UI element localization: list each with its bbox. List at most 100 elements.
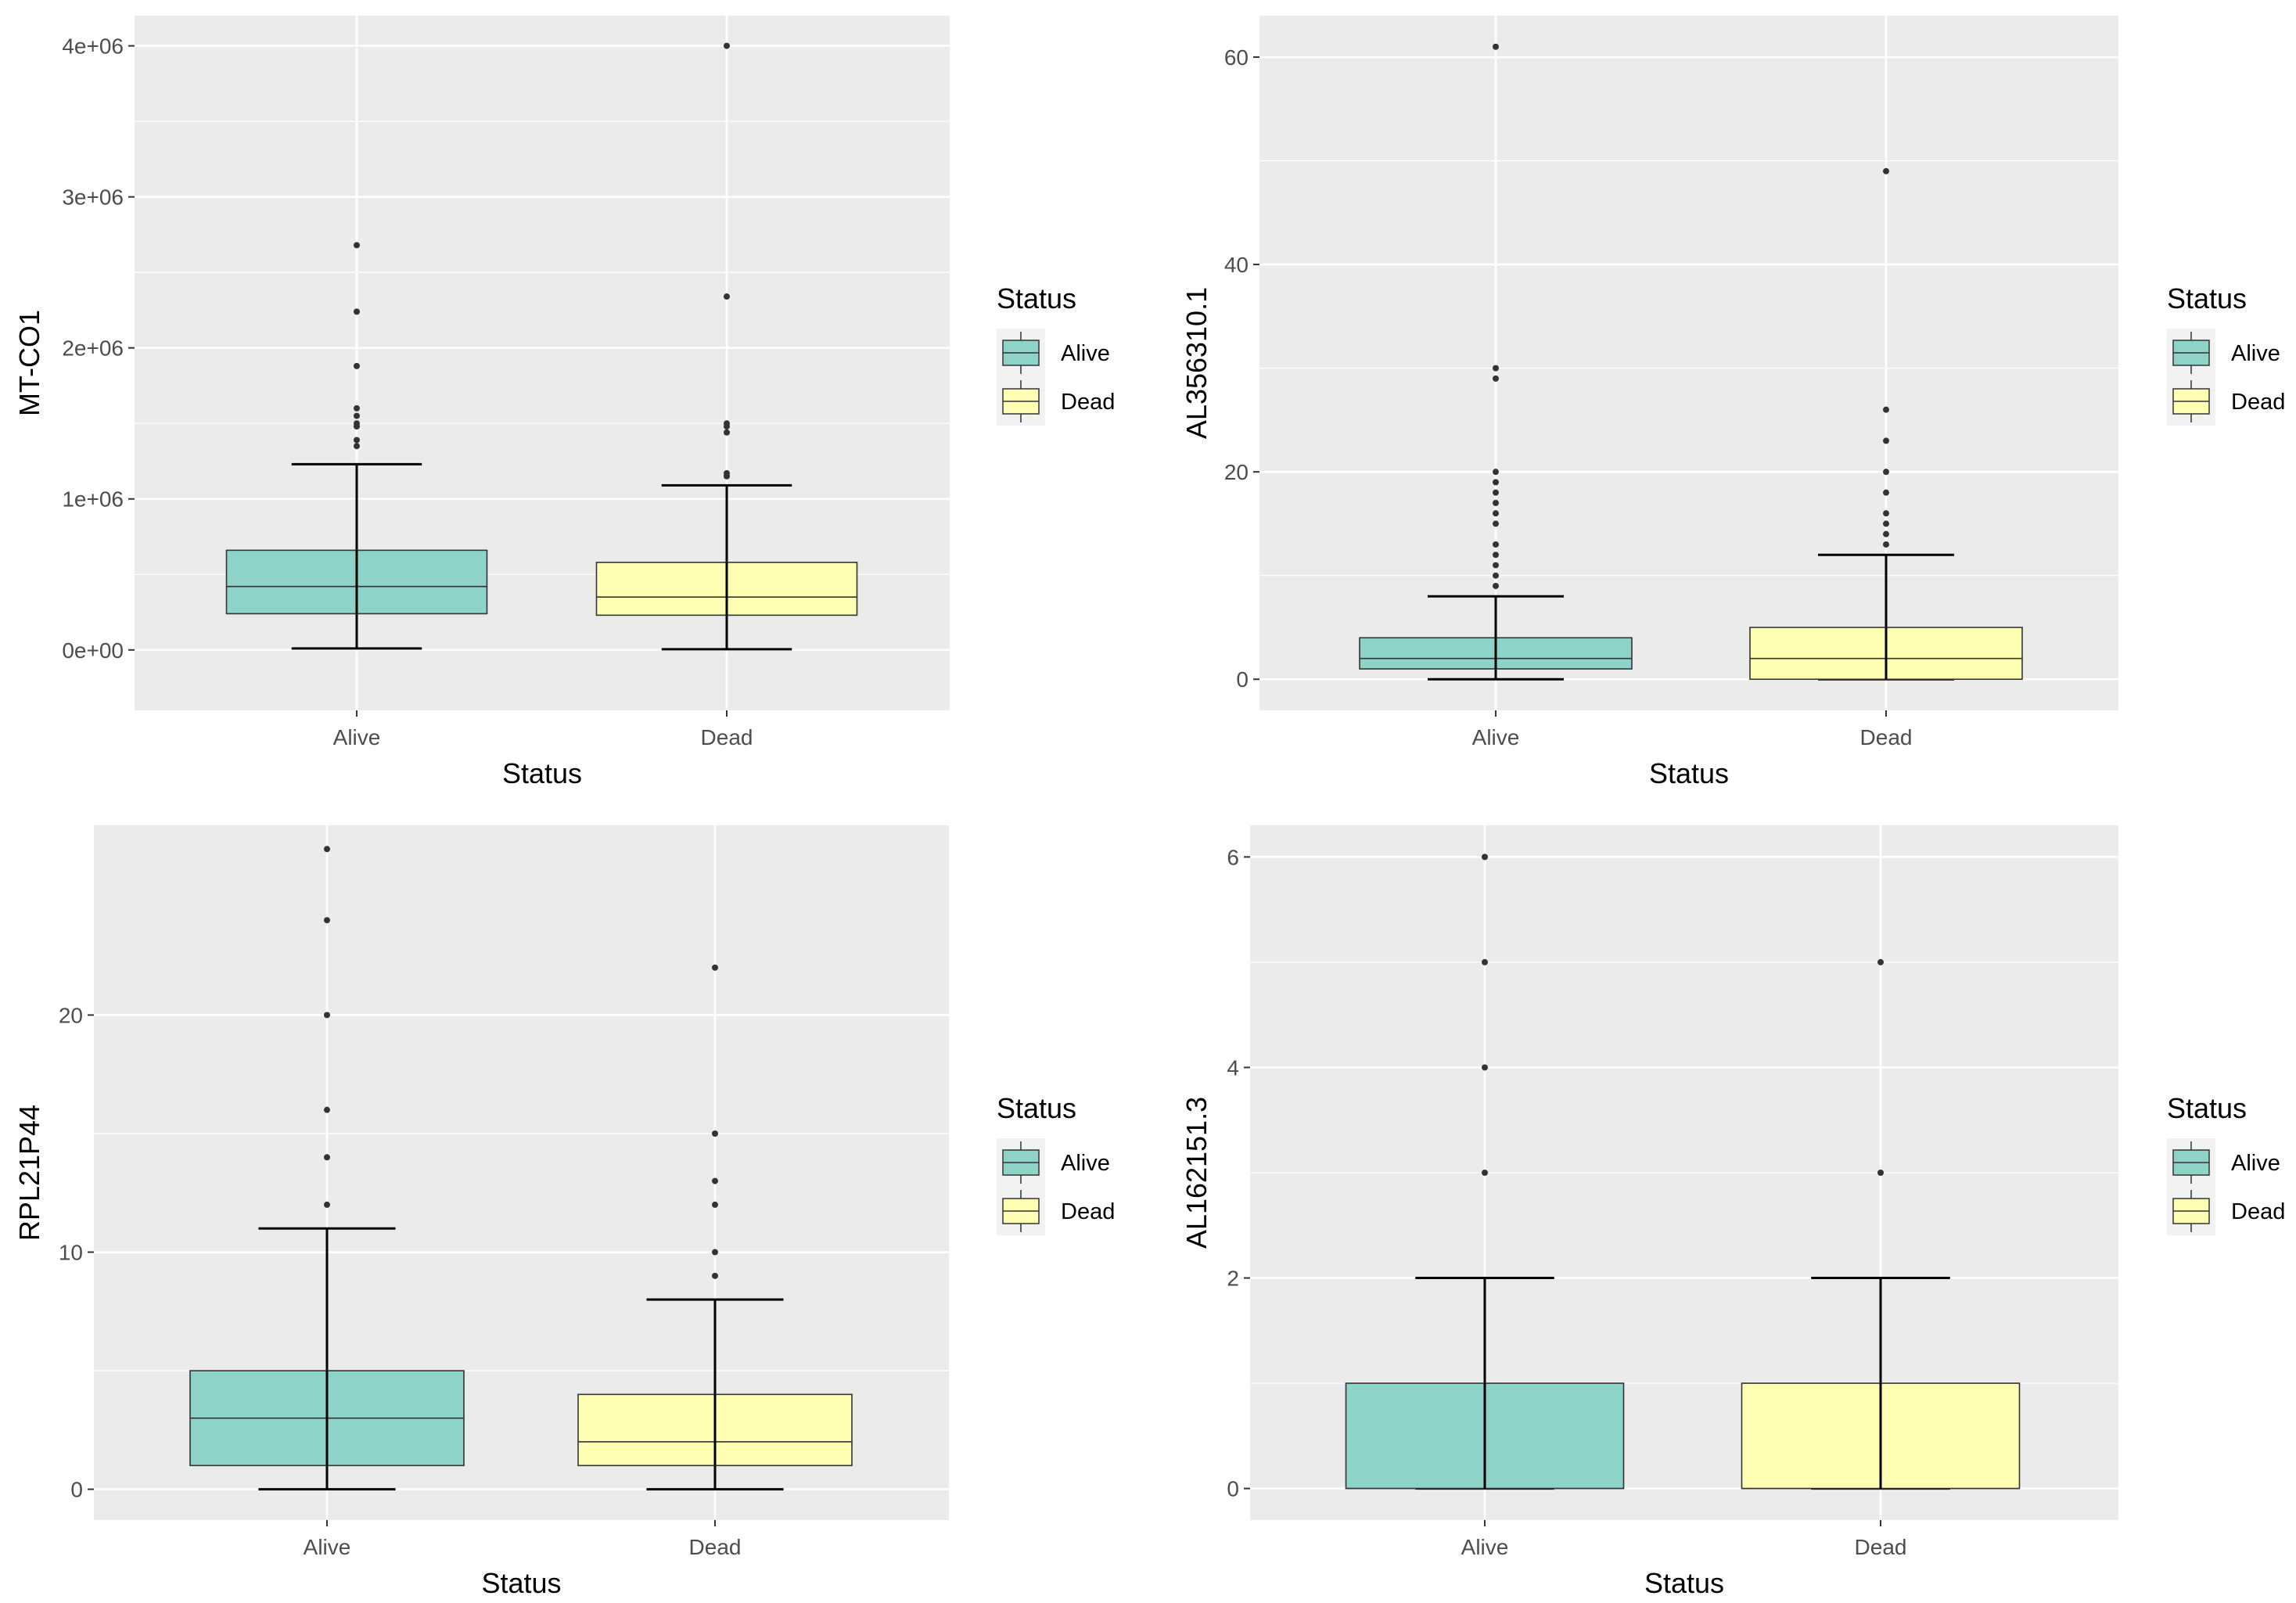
outlier-point [712, 1272, 718, 1279]
outlier-point [1493, 520, 1499, 527]
x-tick-label: Dead [1860, 725, 1913, 749]
outlier-point [1493, 572, 1499, 579]
y-tick-label: 0e+00 [62, 638, 124, 663]
y-tick-label: 6 [1227, 845, 1239, 869]
outlier-point [1482, 1170, 1488, 1176]
legend-title: Status [2167, 282, 2247, 314]
x-axis-title: Status [502, 757, 582, 789]
outlier-point [724, 293, 730, 300]
legend-label: Dead [2231, 1199, 2285, 1224]
y-tick-label: 20 [59, 1003, 83, 1027]
box-dead [1741, 958, 2021, 1490]
y-axis-title: AL162151.3 [1180, 1097, 1213, 1249]
legend-title: Status [2167, 1092, 2247, 1124]
box-dead [595, 42, 858, 651]
legend-label: Alive [1061, 1151, 1110, 1176]
box-dead [1749, 167, 2023, 681]
y-tick-label: 0 [70, 1478, 83, 1502]
chart-panel-2: 0 20 40 60 Alive Dead Status AL356310.1 Status Al… [1180, 16, 2285, 789]
y-tick-label: 3e+06 [62, 185, 124, 210]
outlier-point [1883, 530, 1889, 537]
outlier-point [324, 1106, 330, 1113]
box-alive [225, 242, 488, 650]
outlier-point [712, 1249, 718, 1256]
x-axis-title: Status [1644, 1567, 1724, 1599]
y-axis-title: AL356310.1 [1180, 287, 1213, 439]
outlier-point [354, 404, 360, 412]
outlier-point [1493, 541, 1499, 548]
outlier-point [712, 1130, 718, 1137]
legend: Status Alive Dead [997, 1092, 1115, 1235]
outlier-point [1493, 552, 1499, 559]
outlier-point [324, 1012, 330, 1019]
y-tick-label: 1e+06 [62, 487, 124, 512]
x-tick-label: Dead [1855, 1535, 1907, 1559]
legend-label: Dead [2231, 390, 2285, 415]
outlier-point [1883, 541, 1889, 548]
x-tick-label: Alive [304, 1535, 351, 1559]
outlier-point [1482, 1064, 1488, 1071]
outlier-point [354, 420, 360, 427]
outlier-point [1493, 469, 1499, 476]
outlier-point [724, 420, 730, 427]
outlier-point [1493, 582, 1499, 589]
legend-label: Alive [2231, 1151, 2280, 1176]
y-tick-label: 0 [1236, 667, 1249, 692]
legend-label: Alive [1061, 341, 1110, 366]
outlier-point [324, 846, 330, 853]
legend-label: Alive [2231, 341, 2280, 366]
y-axis-title: MT-CO1 [13, 310, 45, 416]
outlier-point [724, 429, 730, 436]
chart-panel-3: 0 10 20 Alive Dead Status RPL21P44 Status Alive D… [13, 825, 1115, 1599]
outlier-point [712, 964, 718, 971]
outlier-point [1493, 489, 1499, 496]
outlier-point [1883, 437, 1889, 444]
outlier-point [724, 42, 730, 49]
outlier-point [712, 1201, 718, 1208]
legend-title: Status [997, 282, 1076, 314]
y-tick-label: 10 [59, 1241, 83, 1265]
outlier-point [1877, 958, 1884, 965]
legend: Status Alive Dead [2167, 1092, 2285, 1235]
outlier-point [324, 1201, 330, 1208]
x-axis-title: Status [1649, 757, 1729, 789]
box-dead [577, 964, 853, 1491]
outlier-point [1883, 510, 1889, 517]
outlier-point [354, 362, 360, 369]
outlier-point [724, 469, 730, 476]
y-tick-label: 2 [1227, 1267, 1239, 1291]
y-tick-label: 4 [1227, 1055, 1239, 1080]
box-alive [1345, 854, 1625, 1490]
outlier-point [1883, 469, 1889, 476]
outlier-point [1482, 958, 1488, 965]
outlier-point [354, 437, 360, 444]
legend-title: Status [997, 1092, 1076, 1124]
box-alive [1359, 43, 1633, 681]
plot-background [1259, 16, 2118, 710]
outlier-point [1493, 375, 1499, 382]
outlier-point [354, 412, 360, 419]
outlier-point [1493, 562, 1499, 569]
x-axis-title: Status [481, 1567, 561, 1599]
legend: Status Alive Dead [2167, 282, 2285, 426]
y-tick-label: 4e+06 [62, 34, 124, 59]
outlier-point [712, 1177, 718, 1184]
legend: Status Alive Dead [997, 282, 1115, 426]
outlier-point [354, 443, 360, 450]
y-axis-title: RPL21P44 [13, 1105, 45, 1241]
y-tick-label: 60 [1224, 45, 1249, 70]
x-tick-label: Dead [701, 725, 753, 749]
outlier-point [354, 242, 360, 249]
y-tick-label: 2e+06 [62, 336, 124, 361]
legend-label: Dead [1061, 390, 1115, 415]
outlier-point [324, 1154, 330, 1161]
x-tick-label: Alive [1461, 1535, 1509, 1559]
y-tick-label: 20 [1224, 460, 1249, 484]
legend-label: Dead [1061, 1199, 1115, 1224]
outlier-point [1883, 520, 1889, 527]
outlier-point [1493, 365, 1499, 372]
y-tick-label: 0 [1227, 1477, 1239, 1501]
